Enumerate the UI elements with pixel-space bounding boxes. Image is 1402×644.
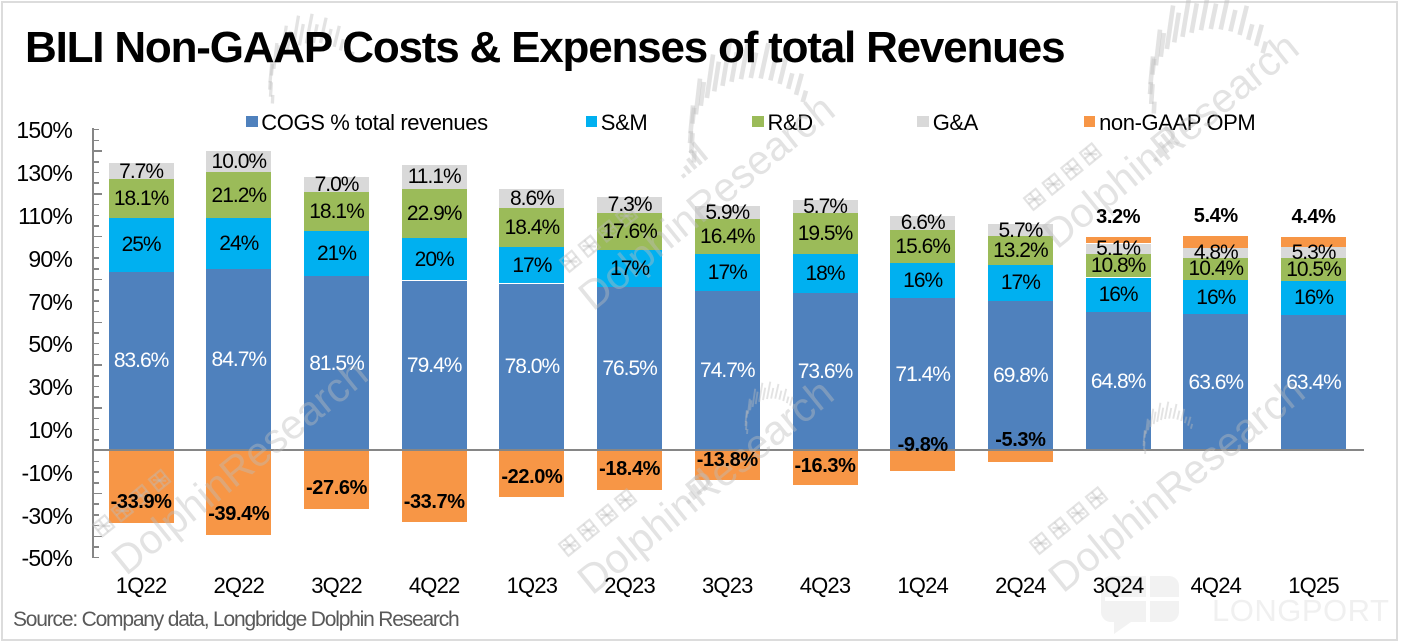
svg-text:DolphinResearch: DolphinResearch — [1040, 367, 1313, 601]
svg-text:DolphinResearch: DolphinResearch — [103, 350, 376, 584]
svg-text:LONGPORT: LONGPORT — [1212, 593, 1389, 628]
